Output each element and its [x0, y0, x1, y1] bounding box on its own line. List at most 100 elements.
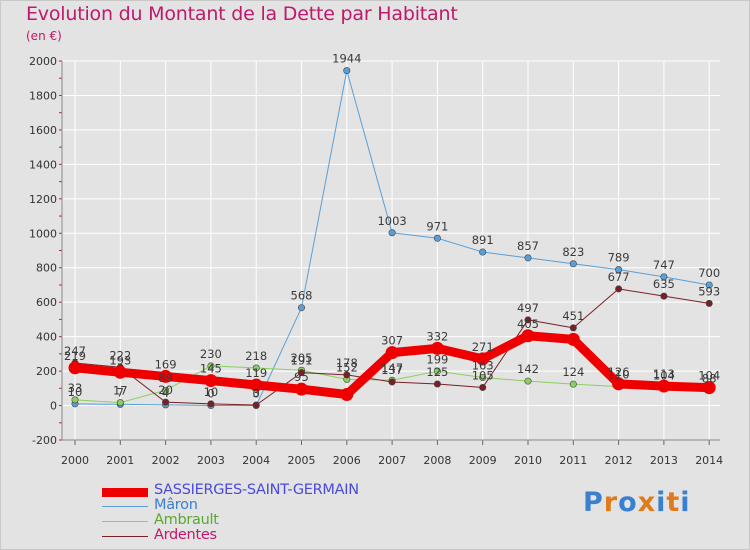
- x-tick-label: 2001: [106, 454, 134, 467]
- data-point: [252, 401, 260, 409]
- data-label: 20: [158, 383, 173, 397]
- data-label: 891: [472, 233, 494, 247]
- data-point: [433, 380, 441, 388]
- y-tick-label: 1200: [29, 193, 57, 206]
- data-label: 823: [562, 245, 584, 259]
- data-label: 497: [517, 301, 539, 315]
- x-tick-label: 2005: [288, 454, 316, 467]
- x-tick-label: 2004: [242, 454, 270, 467]
- data-label: 857: [517, 239, 539, 253]
- x-tick-label: 2011: [559, 454, 587, 467]
- data-point: [295, 382, 308, 396]
- data-point: [433, 367, 441, 375]
- data-label: 126: [608, 365, 630, 379]
- data-label: 593: [698, 284, 720, 298]
- data-label: 307: [381, 334, 403, 348]
- x-tick-label: 2010: [514, 454, 542, 467]
- x-tick-label: 2013: [650, 454, 678, 467]
- data-label: 218: [245, 349, 267, 363]
- y-tick-label: 800: [36, 262, 57, 275]
- data-label: 0: [207, 387, 214, 401]
- data-label: 10: [204, 385, 219, 399]
- data-label: 247: [64, 344, 86, 358]
- data-label: 199: [426, 352, 448, 366]
- data-label: 125: [426, 365, 448, 379]
- data-label: 700: [698, 266, 720, 280]
- data-point: [660, 292, 668, 300]
- data-label: 677: [608, 270, 630, 284]
- data-label: 152: [336, 360, 358, 374]
- data-label: 110: [608, 368, 630, 382]
- y-tick-label: 2000: [29, 55, 57, 68]
- legend-label-ardentes: Ardentes: [154, 527, 217, 543]
- x-tick-label: 2008: [423, 454, 451, 467]
- data-label: 230: [200, 347, 222, 361]
- data-label: 105: [472, 368, 494, 382]
- data-point: [207, 400, 215, 408]
- data-label: 113: [653, 367, 675, 381]
- data-point: [388, 229, 396, 237]
- data-point: [252, 364, 260, 372]
- data-point: [162, 398, 170, 406]
- logo-letter: o: [618, 487, 638, 518]
- logo-letter: r: [603, 487, 619, 518]
- data-point: [479, 373, 487, 381]
- legend-label-ambrault: Ambrault: [154, 512, 219, 528]
- y-tick-label: 1000: [29, 227, 57, 240]
- data-label: 1944: [332, 52, 361, 66]
- data-label: 3: [253, 386, 260, 400]
- x-tick-label: 2014: [695, 454, 723, 467]
- data-point: [68, 361, 82, 375]
- logo-letter: i: [680, 487, 691, 518]
- data-label: 137: [381, 363, 403, 377]
- data-label: 635: [653, 277, 675, 291]
- x-tick-label: 2009: [469, 454, 497, 467]
- data-point: [702, 381, 716, 395]
- data-label: 178: [336, 356, 358, 370]
- data-point: [612, 377, 626, 391]
- data-point: [385, 346, 399, 360]
- data-point: [705, 281, 713, 289]
- data-point: [524, 254, 532, 262]
- legend-swatch-ardentes: [102, 536, 148, 537]
- y-tick-label: 0: [50, 400, 57, 413]
- data-point: [297, 369, 305, 377]
- data-label: 95: [294, 370, 309, 384]
- chart-subtitle: (en €): [26, 29, 62, 43]
- data-point: [249, 378, 263, 392]
- data-label: 568: [291, 289, 313, 303]
- data-label: 789: [608, 251, 630, 265]
- logo-letter: i: [656, 487, 667, 518]
- data-point: [430, 341, 444, 355]
- data-point: [569, 324, 577, 332]
- data-point: [297, 304, 305, 312]
- data-point: [433, 234, 441, 242]
- data-point: [113, 365, 127, 379]
- legend-swatch-maron: [102, 506, 148, 507]
- data-label: 271: [472, 340, 494, 354]
- data-label: 145: [200, 362, 222, 376]
- data-label: 147: [381, 361, 403, 375]
- data-label: 88: [702, 371, 717, 385]
- data-label: 191: [291, 354, 313, 368]
- x-tick-label: 2012: [605, 454, 633, 467]
- data-point: [566, 332, 580, 346]
- data-label: 10: [68, 385, 83, 399]
- data-point: [524, 316, 532, 324]
- legend-label-maron: Mâron: [154, 497, 198, 513]
- x-tick-label: 2002: [152, 454, 180, 467]
- data-point: [162, 386, 170, 394]
- data-label: 222: [109, 348, 131, 362]
- y-tick-label: 1800: [29, 89, 57, 102]
- data-label: 0: [253, 387, 260, 401]
- legend-swatch-sassierges: [102, 488, 148, 497]
- data-label: 1003: [377, 214, 406, 228]
- data-label: 119: [245, 366, 267, 380]
- data-label: 124: [562, 365, 584, 379]
- y-tick-label: 1400: [29, 158, 57, 171]
- data-label: 104: [698, 369, 720, 383]
- data-point: [159, 369, 173, 383]
- x-tick-label: 2007: [378, 454, 406, 467]
- data-label: 405: [517, 317, 539, 331]
